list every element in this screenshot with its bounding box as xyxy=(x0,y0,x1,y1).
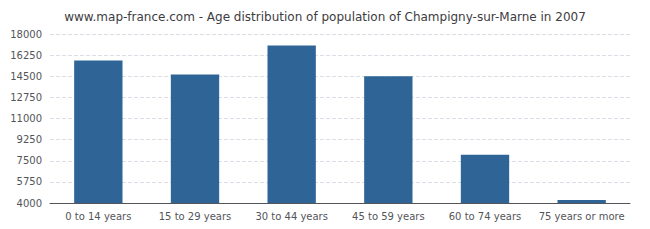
svg-text:9250: 9250 xyxy=(17,134,42,145)
svg-text:16250: 16250 xyxy=(10,50,42,61)
svg-text:15 to 29 years: 15 to 29 years xyxy=(159,211,232,222)
svg-text:www.map-france.com - Age distr: www.map-france.com - Age distribution of… xyxy=(64,10,586,24)
svg-text:0 to 14 years: 0 to 14 years xyxy=(65,211,131,222)
svg-text:75 years or more: 75 years or more xyxy=(539,211,625,222)
svg-text:5750: 5750 xyxy=(17,176,42,187)
svg-text:4000: 4000 xyxy=(17,198,42,209)
svg-text:45 to 59 years: 45 to 59 years xyxy=(352,211,425,222)
svg-text:14500: 14500 xyxy=(10,71,42,82)
svg-text:30 to 44 years: 30 to 44 years xyxy=(255,211,328,222)
svg-text:12750: 12750 xyxy=(10,92,42,103)
svg-text:60 to 74 years: 60 to 74 years xyxy=(449,211,522,222)
svg-text:11000: 11000 xyxy=(10,113,42,124)
svg-text:18000: 18000 xyxy=(10,29,42,40)
svg-text:7500: 7500 xyxy=(17,155,42,166)
